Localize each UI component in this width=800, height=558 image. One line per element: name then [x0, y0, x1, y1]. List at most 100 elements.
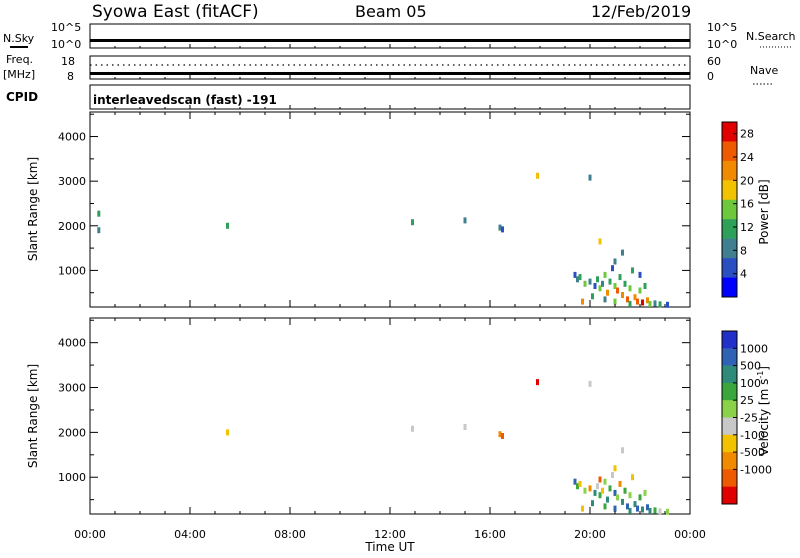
- data-point: [498, 431, 502, 438]
- data-point: [606, 496, 609, 503]
- colorbar-segment: [722, 365, 737, 384]
- colorbar-tick-label: -1000: [740, 463, 772, 476]
- data-point: [598, 492, 602, 499]
- nsky-strip: 10^5 10^0 10^5 10^0 N.Sky N.Search: [3, 21, 796, 51]
- colorbar-segment: [722, 452, 737, 470]
- data-point: [636, 505, 639, 512]
- velocity-label-exp: -1: [756, 371, 765, 379]
- data-point: [638, 271, 642, 278]
- velocity-points: [226, 379, 669, 515]
- data-point: [653, 507, 657, 514]
- x-tick-label: 00:00: [674, 528, 706, 541]
- y-tick-label: 2000: [58, 220, 86, 233]
- data-point: [573, 271, 577, 278]
- colorbar-segment: [722, 348, 737, 366]
- data-point: [646, 504, 649, 511]
- data-point: [658, 508, 662, 515]
- data-point: [581, 298, 584, 305]
- colorbar-tick-label: 12: [740, 221, 754, 234]
- data-point: [621, 292, 624, 298]
- data-point: [631, 267, 634, 274]
- data-point: [536, 172, 539, 179]
- colorbar-frame: [721, 121, 738, 298]
- data-point: [648, 507, 652, 514]
- data-point: [226, 429, 229, 436]
- station-title: Syowa East (fitACF): [92, 2, 259, 22]
- power-points: [97, 172, 669, 308]
- data-point: [613, 283, 617, 289]
- x-axis-ticks: 00:00 04:00 08:00 12:00 16:00 20:00 00:00: [74, 44, 706, 541]
- data-point: [648, 300, 652, 307]
- nsky-label: N.Sky: [3, 32, 35, 45]
- colorbar-segment: [722, 469, 737, 487]
- data-point: [641, 299, 644, 306]
- cpid-text: interleavedscan (fast) -191: [93, 93, 277, 107]
- colorbar-tick-label: -25: [740, 412, 758, 425]
- data-point: [623, 280, 627, 287]
- data-point: [226, 222, 229, 229]
- colorbar-segment: [722, 400, 737, 418]
- data-point: [596, 483, 599, 490]
- data-point: [631, 474, 634, 481]
- data-point: [623, 487, 627, 494]
- colorbar-segment: [722, 258, 737, 278]
- colorbar-segment: [722, 141, 737, 162]
- colorbar-segment: [722, 277, 737, 298]
- freq-label-line2: [MHz]: [3, 68, 35, 81]
- nsky-tick-top: 10^5: [51, 21, 81, 34]
- colorbar-tick-label: -100: [740, 429, 765, 442]
- data-point: [593, 283, 597, 289]
- data-point: [613, 489, 617, 496]
- y-tick-label: 4000: [58, 337, 86, 350]
- nsearch-tick-top: 10^5: [707, 21, 737, 34]
- data-point: [628, 285, 632, 292]
- data-point: [578, 274, 582, 281]
- data-point: [576, 276, 579, 283]
- data-point: [576, 483, 579, 490]
- y-tick-label: 2000: [58, 426, 86, 439]
- power-ylabel: Slant Range [km]: [26, 157, 40, 261]
- data-point: [588, 278, 592, 285]
- velocity-colorbar: 1000 500 100 25 -25 -100 -500 -1000: [721, 330, 772, 505]
- velocity-panel-frame: [89, 317, 691, 515]
- data-point: [598, 476, 602, 483]
- velocity-ylabel: Slant Range [km]: [26, 364, 40, 468]
- data-point: [596, 276, 599, 283]
- cpid-strip: CPID interleavedscan (fast) -191: [6, 84, 691, 110]
- data-point: [638, 494, 642, 501]
- data-point: [573, 478, 577, 485]
- freq-label-line1: Freq.: [6, 53, 33, 66]
- colorbar-tick-label: 25: [740, 394, 754, 407]
- freq-tick-top: 18: [61, 55, 75, 68]
- data-point: [621, 249, 624, 256]
- colorbar-tick-label: 100: [740, 377, 761, 390]
- x-tick-label: 08:00: [274, 528, 306, 541]
- nave-label: Nave: [750, 64, 778, 77]
- data-point: [621, 447, 624, 454]
- x-axis-label: Time UT: [364, 540, 415, 554]
- y-tick-label: 3000: [58, 382, 86, 395]
- colorbar-segment: [722, 160, 737, 181]
- nsearch-label: N.Search: [746, 30, 796, 43]
- data-point: [633, 294, 637, 301]
- y-tick-label: 1000: [58, 264, 86, 277]
- colorbar-tick-label: 20: [740, 174, 754, 187]
- y-tick-label: 1000: [58, 471, 86, 484]
- data-point: [638, 287, 642, 294]
- data-point: [578, 480, 582, 487]
- cpid-label: CPID: [6, 90, 38, 104]
- beam-title: Beam 05: [355, 2, 427, 21]
- data-point: [618, 480, 622, 487]
- data-point: [606, 289, 609, 296]
- colorbar-segment: [722, 331, 737, 349]
- data-point: [636, 298, 639, 305]
- colorbar-tick-label: 28: [740, 128, 754, 141]
- colorbar-tick-label: 4: [740, 268, 747, 281]
- data-point: [97, 227, 101, 234]
- power-panel: Slant Range [km] 1000 2000 3000 4000 4 8 12 16…: [26, 111, 771, 308]
- data-point: [501, 433, 504, 439]
- data-point: [603, 296, 607, 303]
- nsearch-tick-bottom: 10^0: [707, 38, 737, 51]
- data-point: [621, 498, 624, 505]
